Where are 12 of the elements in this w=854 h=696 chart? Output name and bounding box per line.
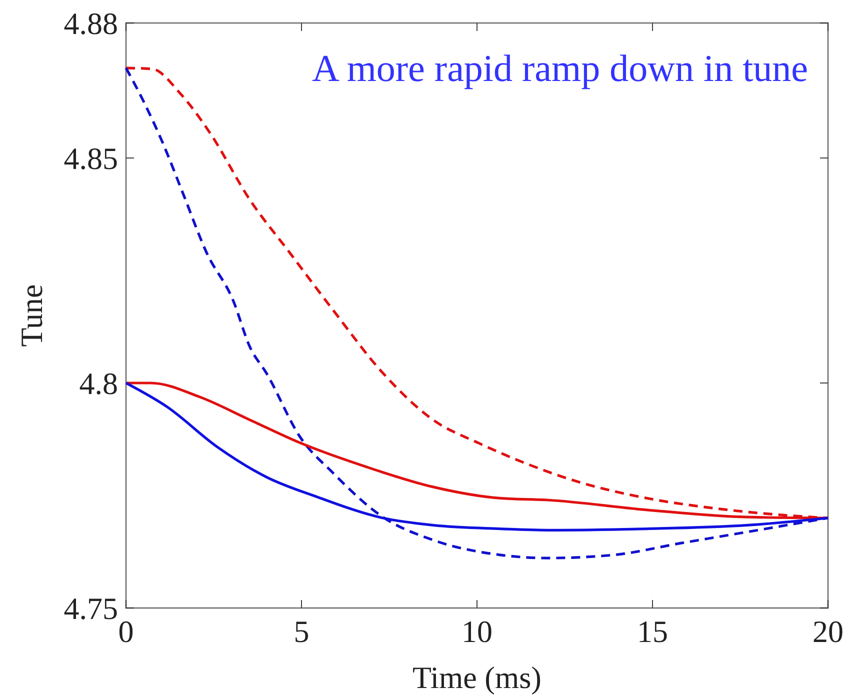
annotation: A more rapid ramp down in tune — [312, 48, 808, 90]
x-tick-label: 0 — [118, 614, 134, 649]
y-tick-label: 4.85 — [64, 140, 118, 176]
x-tick-label: 10 — [462, 614, 492, 649]
x-axis-title: Time (ms) — [412, 660, 542, 695]
x-tick-label: 20 — [812, 614, 844, 649]
y-axis-title: Tune — [14, 284, 49, 347]
x-tick-label: 5 — [294, 614, 310, 649]
x-tick-label: 15 — [637, 614, 668, 649]
y-tick-label: 4.75 — [64, 590, 118, 626]
y-tick-label: 4.8 — [79, 366, 118, 401]
y-tick-label: 4.88 — [64, 6, 118, 41]
